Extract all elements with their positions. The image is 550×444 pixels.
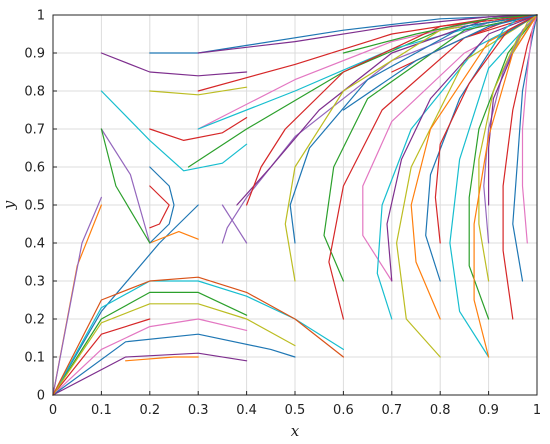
x-tick-label: 0.1 xyxy=(91,403,112,418)
series-line-42 xyxy=(434,14,538,244)
series-line-10 xyxy=(52,352,248,396)
series-line-53 xyxy=(512,14,538,54)
series-line-33 xyxy=(289,14,538,244)
x-axis-label: x xyxy=(291,422,300,440)
series-line-43 xyxy=(449,14,538,358)
x-tick-label: 0.2 xyxy=(139,403,160,418)
y-tick-label: 0.5 xyxy=(24,199,45,214)
series-line-3 xyxy=(52,204,199,396)
series-line-6 xyxy=(52,318,151,396)
series-group xyxy=(52,14,538,396)
series-line-39 xyxy=(386,14,538,282)
series-line-20 xyxy=(100,52,248,77)
series-line-8 xyxy=(52,318,248,396)
series-line-48 xyxy=(473,14,538,358)
series-line-13 xyxy=(125,356,199,362)
y-tick-label: 0.7 xyxy=(24,123,45,138)
series-line-34 xyxy=(323,14,538,282)
series-line-44 xyxy=(468,14,538,320)
series-line-35 xyxy=(328,14,538,320)
x-tick-labels: 0 0.1 0.2 0.3 0.4 0.5 0.6 0.7 0.8 0.9 1 xyxy=(49,403,541,418)
series-line-54 xyxy=(342,14,538,54)
series-line-40 xyxy=(410,14,538,320)
series-line-12 xyxy=(52,276,344,396)
y-tick-label: 0.1 xyxy=(24,351,45,366)
y-tick-label: 0.2 xyxy=(24,313,45,328)
x-tick-label: 0.3 xyxy=(188,403,209,418)
y-tick-label: 0.8 xyxy=(24,85,45,100)
series-line-49 xyxy=(502,14,538,320)
y-tick-label: 0.3 xyxy=(24,275,45,290)
x-tick-label: 0.7 xyxy=(381,403,402,418)
series-line-4 xyxy=(149,231,199,244)
series-line-21 xyxy=(149,86,248,96)
x-tick-label: 1 xyxy=(533,403,541,418)
series-line-32 xyxy=(284,14,538,282)
y-tick-label: 0.6 xyxy=(24,161,45,176)
series-line-14 xyxy=(100,128,151,244)
y-tick-label: 0 xyxy=(37,389,45,404)
y-axis-label: y xyxy=(0,200,18,210)
series-line-18 xyxy=(100,128,151,244)
series-line-17 xyxy=(100,90,248,172)
y-tick-label: 0.9 xyxy=(24,47,45,62)
x-tick-label: 0.4 xyxy=(236,403,257,418)
series-line-19 xyxy=(149,117,248,141)
series-line-11 xyxy=(52,303,296,396)
series-line-5 xyxy=(52,291,248,396)
series-line-26 xyxy=(197,14,538,54)
series-line-16 xyxy=(149,185,170,229)
series-line-9 xyxy=(52,333,296,396)
series-line-31 xyxy=(246,14,538,206)
series-line-22 xyxy=(149,14,538,54)
x-tick-label: 0.9 xyxy=(478,403,499,418)
y-tick-labels: 0 0.1 0.2 0.3 0.4 0.5 0.6 0.7 0.8 0.9 1 xyxy=(24,9,45,404)
series-line-38 xyxy=(396,14,538,358)
series-line-2 xyxy=(52,196,102,396)
x-tick-label: 0 xyxy=(49,403,57,418)
x-tick-label: 0.5 xyxy=(285,403,306,418)
x-tick-label: 0.8 xyxy=(430,403,451,418)
series-line-51 xyxy=(521,14,538,244)
y-tick-label: 0.4 xyxy=(24,237,45,252)
y-tick-label: 1 xyxy=(37,9,45,24)
x-tick-label: 0.6 xyxy=(333,403,354,418)
series-line-50 xyxy=(512,14,538,282)
series-line-56 xyxy=(342,14,538,111)
axes-frame xyxy=(52,14,538,396)
series-line-15 xyxy=(149,166,175,244)
series-line-37 xyxy=(376,14,538,320)
